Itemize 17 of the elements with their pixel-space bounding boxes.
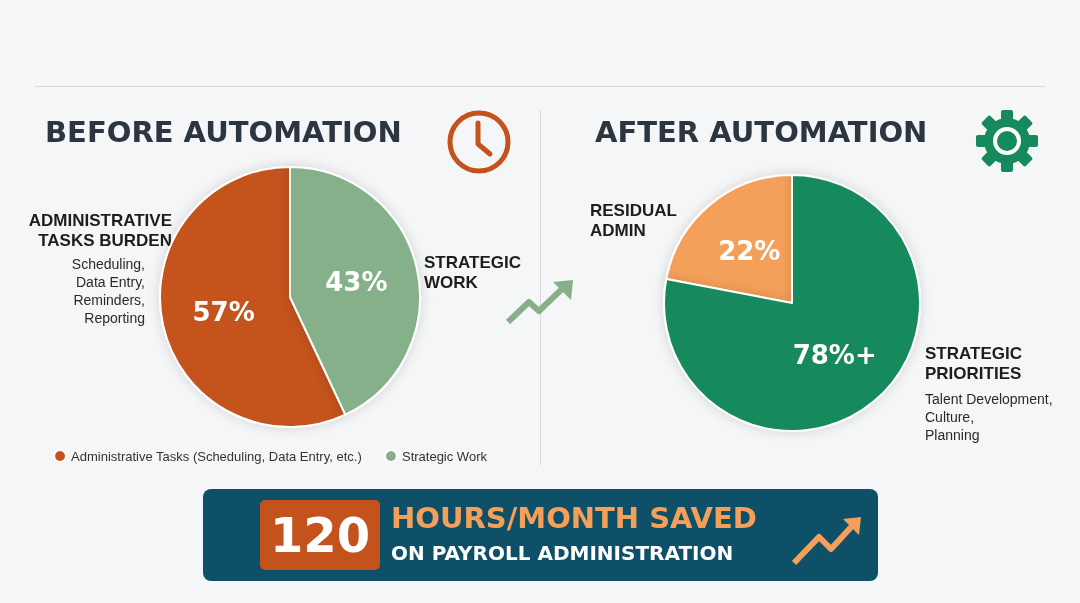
text: STRATEGIC WORK <box>424 252 521 292</box>
chart-title: BEFORE AUTOMATION <box>45 114 402 149</box>
data-label: 43% <box>325 267 388 298</box>
text: HOURS/MONTH SAVED <box>391 501 757 535</box>
text: ON PAYROLL ADMINISTRATION <box>391 541 734 565</box>
text: ADMINISTRATIVE TASKS BURDEN <box>28 210 172 250</box>
text: 120 <box>260 500 380 570</box>
data-label: 78%+ <box>792 339 877 370</box>
legend-label: Strategic Work <box>401 448 488 464</box>
slice-label: STRATEGIC PRIORITIES <box>925 343 1022 383</box>
text: Scheduling, Data Entry, Reminders, Reporting <box>71 256 145 326</box>
text: Talent Development, Culture, Planning <box>925 391 1053 443</box>
chart-title: AFTER AUTOMATION <box>595 114 928 149</box>
data-label: 57% <box>192 296 255 327</box>
legend-label: Administrative Tasks (Scheduling, Data Entry, etc.) <box>71 448 362 464</box>
data-label: 22% <box>718 236 781 267</box>
slice-label: RESIDUAL ADMIN <box>590 200 677 240</box>
